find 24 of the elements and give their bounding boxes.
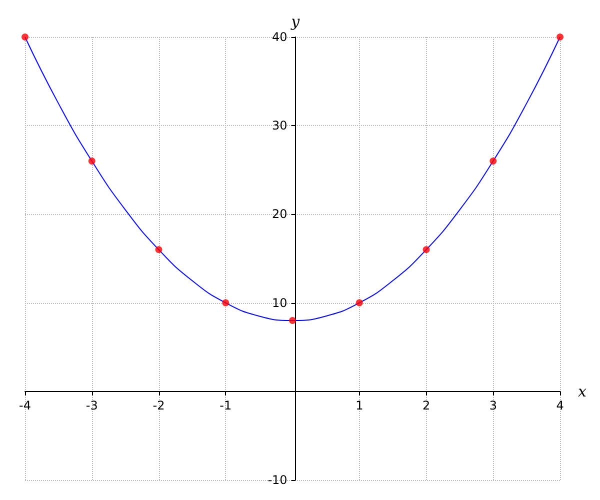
point xyxy=(222,299,230,306)
point xyxy=(556,34,564,40)
x-tick-label: -4 xyxy=(19,398,31,412)
point xyxy=(22,34,28,40)
x-tick-label: -3 xyxy=(86,398,98,412)
x-tick-label: 1 xyxy=(356,398,364,412)
y-tick-label: 40 xyxy=(272,30,288,44)
x-tick-label: 4 xyxy=(556,398,564,412)
point xyxy=(490,158,497,165)
y-tick-label: 10 xyxy=(272,296,288,310)
point xyxy=(422,246,430,254)
y-tick-label: -10 xyxy=(268,473,288,487)
y-axis-title: y xyxy=(290,12,300,30)
point xyxy=(155,246,162,254)
x-tick-label: 2 xyxy=(422,398,430,412)
point xyxy=(88,158,96,165)
point xyxy=(356,299,363,306)
y-tick-label: 30 xyxy=(272,118,288,133)
y-tick-label: 20 xyxy=(272,207,288,222)
x-tick-label: -2 xyxy=(152,398,165,412)
point xyxy=(289,317,296,324)
x-tick-label: 3 xyxy=(489,398,497,412)
x-tick-label: -1 xyxy=(220,398,232,412)
x-axis-title: x xyxy=(578,382,587,400)
